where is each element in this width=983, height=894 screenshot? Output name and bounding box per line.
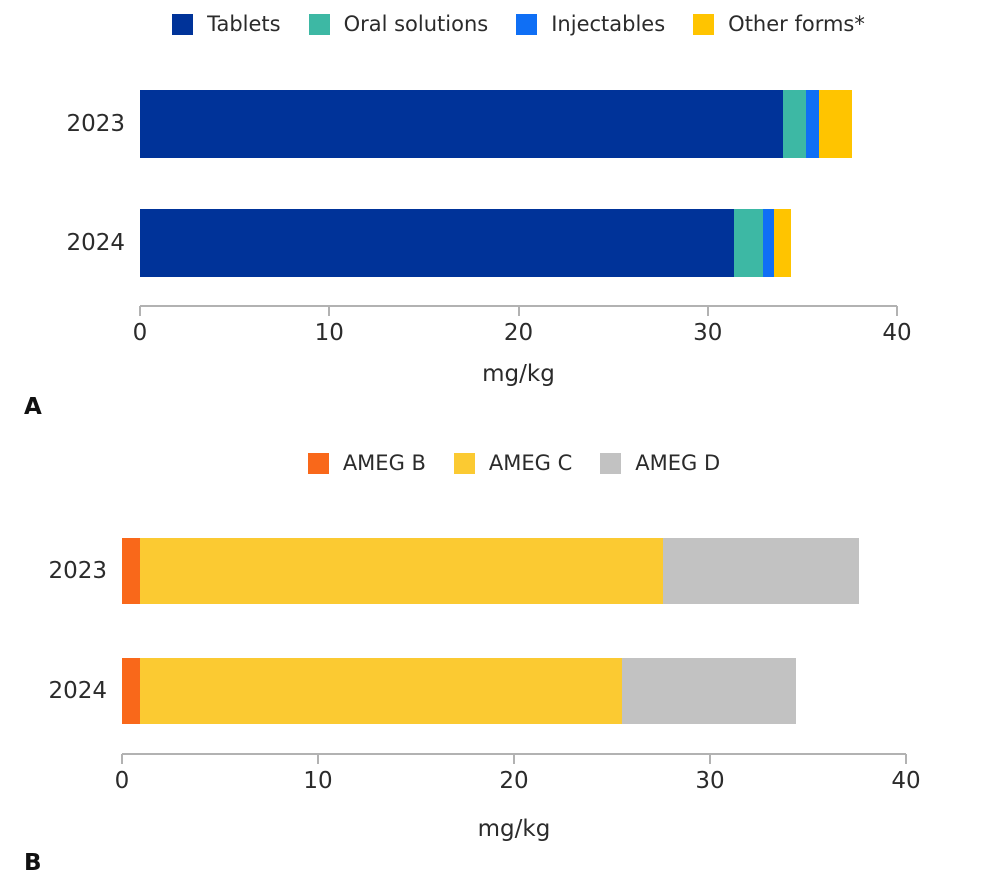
bar-segment-ameg-b	[122, 658, 140, 724]
axis-tick	[513, 754, 515, 764]
stacked-bar-2024	[122, 658, 906, 724]
category-label: 2023	[66, 111, 125, 137]
axis-tick	[905, 754, 907, 764]
panel-label: B	[24, 850, 42, 876]
axis-tick-label: 30	[693, 320, 723, 346]
axis-tick	[328, 306, 331, 316]
axis-tick	[121, 754, 123, 764]
bar-segment-ameg-c	[139, 658, 622, 724]
bar-segment-oral-solutions	[783, 90, 807, 158]
bar-segment-tablets	[140, 209, 735, 277]
legend: AMEG B AMEG C AMEG D	[122, 451, 906, 475]
bar-segment-tablets	[140, 90, 784, 158]
legend-item-ameg-c: AMEG C	[453, 451, 573, 475]
category-label: 2024	[66, 230, 125, 256]
legend-label: Other forms*	[728, 12, 865, 36]
bar-row-2024: 2024	[66, 209, 897, 277]
axis-tick	[517, 306, 520, 316]
axis-tick-label: 10	[314, 320, 344, 346]
panel-a-chart: Tablets Oral solutions Injectables Other fo…	[0, 0, 983, 430]
axis-tick-label: 10	[303, 768, 333, 794]
legend-item-ameg-b: AMEG B	[307, 451, 426, 475]
stacked-bar-2023	[122, 538, 906, 604]
bar-segment-injectables	[806, 90, 820, 158]
legend-swatch-other-forms	[693, 13, 715, 35]
legend-label: AMEG C	[488, 451, 573, 475]
legend-label: AMEG B	[342, 451, 426, 475]
axis-tick	[139, 306, 141, 316]
legend-item-oral-solutions: Oral solutions	[308, 12, 489, 36]
category-label: 2024	[48, 678, 107, 704]
legend-swatch-injectables	[516, 13, 538, 35]
axis-tick	[709, 754, 711, 764]
legend: Tablets Oral solutions Injectables Other fo…	[140, 12, 897, 36]
bar-segment-ameg-c	[139, 538, 663, 604]
legend-swatch-tablets	[172, 13, 194, 35]
x-axis-title: mg/kg	[482, 361, 555, 387]
bar-row-2023: 2023	[48, 538, 906, 604]
axis-tick-label: 0	[132, 320, 148, 346]
axis-tick	[317, 754, 319, 764]
axis-tick-label: 20	[499, 768, 529, 794]
legend-swatch-ameg-c	[453, 452, 475, 474]
bar-row-2023: 2023	[66, 90, 897, 158]
axis-tick-label: 0	[114, 768, 130, 794]
bar-segment-other-forms	[819, 90, 852, 158]
stacked-bar-2023	[140, 90, 897, 158]
axis-tick-label: 20	[503, 320, 534, 346]
bar-segment-ameg-d	[621, 658, 797, 724]
legend-swatch-ameg-b	[307, 452, 329, 474]
legend-item-other-forms: Other forms*	[693, 12, 865, 36]
category-label: 2023	[48, 558, 107, 584]
axis-tick	[706, 306, 709, 316]
bar-segment-ameg-b	[122, 538, 140, 604]
bars: 2023 2024	[48, 538, 906, 724]
legend-item-injectables: Injectables	[516, 12, 665, 36]
legend-swatch-ameg-d	[600, 452, 622, 474]
bar-segment-oral-solutions	[734, 209, 763, 277]
legend-label: Oral solutions	[343, 12, 489, 36]
bars: 2023 2024	[66, 90, 897, 277]
bar-segment-ameg-d	[662, 538, 859, 604]
x-axis: 0 10 20 30 40	[133, 305, 912, 365]
panel-label: A	[24, 394, 42, 420]
axis-tick	[896, 306, 898, 316]
legend-label: AMEG D	[635, 451, 721, 475]
x-axis: 0 10 20 30 40	[115, 753, 921, 813]
legend-item-ameg-d: AMEG D	[600, 451, 720, 475]
bar-row-2024: 2024	[48, 658, 906, 724]
axis-tick-label: 40	[891, 768, 921, 794]
legend-item-tablets: Tablets	[172, 12, 281, 36]
legend-swatch-oral-solutions	[308, 13, 330, 35]
legend-label: Injectables	[551, 12, 666, 36]
panel-b-chart: AMEG B AMEG C AMEG D 2023 2024 0 10 20 30 40 mg…	[0, 430, 983, 894]
bar-segment-injectables	[762, 209, 774, 277]
stacked-bar-2024	[140, 209, 897, 277]
x-axis-title: mg/kg	[477, 816, 551, 842]
axis-tick-label: 30	[695, 768, 725, 794]
legend-label: Tablets	[207, 12, 281, 36]
axis-tick-label: 40	[882, 320, 912, 346]
bar-segment-other-forms	[773, 209, 791, 277]
